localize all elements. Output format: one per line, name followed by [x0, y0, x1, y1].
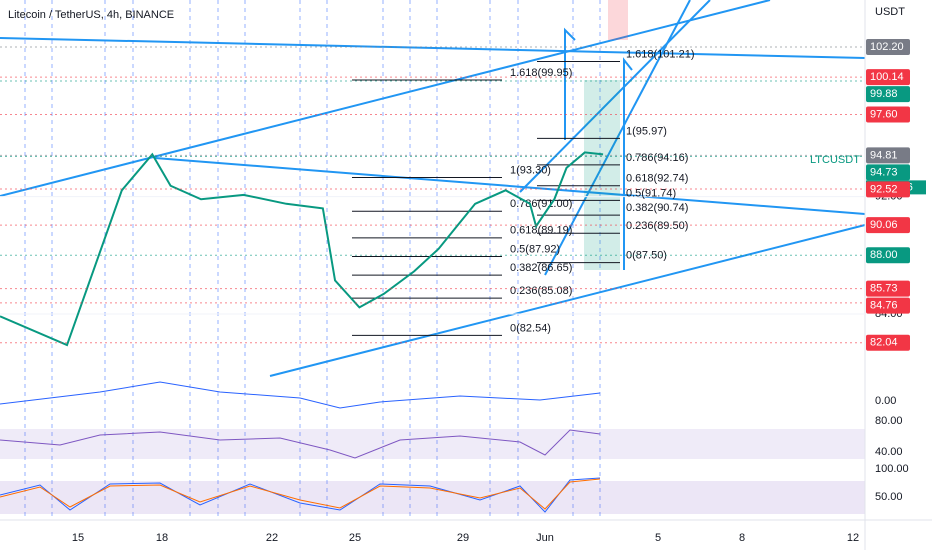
x-tick-label: 12 [847, 532, 859, 544]
price-tag [866, 106, 910, 123]
stoch-tick: 50.00 [875, 491, 903, 503]
currency: USDT [875, 6, 905, 18]
fib-label: 0.236(85.08) [510, 285, 572, 297]
fib-label: 1(95.97) [626, 125, 667, 137]
short-zone [608, 0, 628, 40]
price-tag-label: 84.76 [870, 300, 898, 312]
fib-label: 1.618(101.21) [626, 48, 695, 60]
long-position [584, 80, 620, 270]
price-tag-label: 94.81 [870, 149, 898, 161]
trend-lines [0, 0, 866, 377]
symbol-label: LTCUSDT [810, 154, 860, 166]
macd-line [0, 381, 601, 409]
rsi-line [0, 429, 601, 459]
x-tick-label: 15 [72, 532, 84, 544]
price-tag-label: 99.88 [870, 88, 898, 100]
price-tag [866, 297, 910, 314]
x-tick-label: 8 [739, 532, 745, 544]
price-tag [866, 69, 910, 86]
fib-label: 0.382(90.74) [626, 202, 688, 214]
fib-label: 0(82.54) [510, 322, 551, 334]
macd-tick: 0.00 [875, 395, 896, 407]
rsi-tick: 40.00 [875, 446, 903, 458]
price-tag-label: 82.04 [870, 337, 898, 349]
x-tick-label: 18 [156, 532, 168, 544]
price-tag [866, 280, 910, 297]
rsi-tick: 80.00 [875, 415, 903, 427]
stoch-tick: 100.00 [875, 463, 909, 475]
fib-label: 0.618(89.19) [510, 225, 572, 237]
price-tag-label: 102.20 [870, 41, 904, 53]
price-tag-label: 97.60 [870, 108, 898, 120]
price-tag-label: 88.00 [870, 249, 898, 261]
price-tag [866, 334, 910, 351]
price-tag [866, 164, 910, 181]
fib-label: 0.5(91.74) [626, 187, 676, 199]
fib-label: 1.618(99.95) [510, 67, 572, 79]
fib-label: 0.786(94.16) [626, 152, 688, 164]
price-tag-label: 100.14 [870, 71, 904, 83]
fib-label: 0.5(87.92) [510, 243, 560, 255]
price-tag-label: 94.73 [870, 166, 898, 178]
x-tick-label: 22 [266, 532, 278, 544]
x-tick-label: 25 [349, 532, 361, 544]
x-tick-label: 5 [655, 532, 661, 544]
price-tag [866, 147, 910, 164]
fib-label: 0.382(86.65) [510, 262, 572, 274]
price-tag [866, 181, 910, 198]
price-tag [866, 247, 910, 264]
price-tag [866, 38, 910, 55]
stoch-d [0, 478, 601, 510]
rsi-band [0, 429, 865, 459]
price-tag-label: 85.73 [870, 283, 898, 295]
x-tick-label: 29 [457, 532, 469, 544]
fib-label: 0.236(89.50) [626, 220, 688, 232]
price-tag [866, 86, 910, 103]
x-tick-label: Jun [536, 532, 554, 544]
fib-label: 0.618(92.74) [626, 173, 688, 185]
price-tag [866, 217, 910, 234]
price-tag-label: 92.52 [870, 183, 898, 195]
fib-label: 1(93.30) [510, 164, 551, 176]
chart-title: Litecoin / TetherUS, 4h, BINANCE [8, 9, 174, 21]
price-line [0, 151, 604, 347]
price-tag-label: 90.06 [870, 219, 898, 231]
